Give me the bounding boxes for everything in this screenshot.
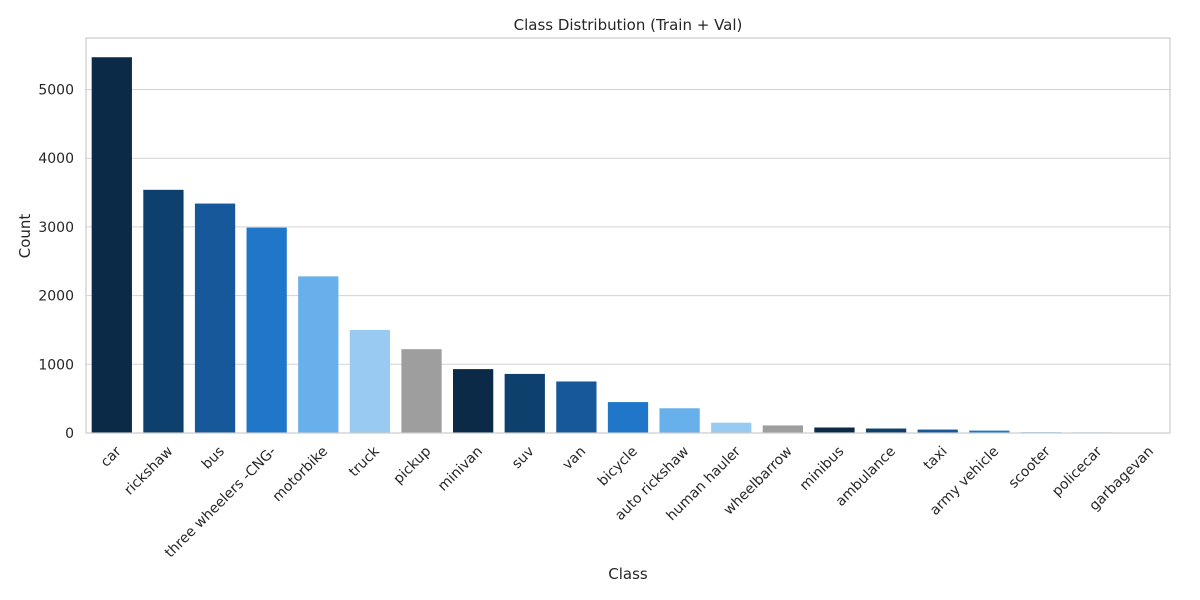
bar-wheelbarrow — [762, 425, 803, 433]
bar-ambulance — [865, 428, 907, 433]
bar-taxi — [917, 429, 958, 433]
bar-pickup — [401, 349, 442, 433]
bar-auto-rickshaw — [659, 408, 700, 433]
x-tick-label: taxi — [921, 444, 951, 474]
x-tick-label: bus — [199, 444, 228, 473]
bar-suv — [504, 373, 545, 433]
y-tick-label: 3000 — [38, 220, 74, 236]
bar-car — [91, 57, 132, 434]
x-tick-label: rickshaw — [121, 444, 176, 499]
bar-three-wheelers-cng — [246, 227, 287, 433]
bar-army-vehicle — [969, 430, 1010, 433]
y-tick-label: 2000 — [38, 289, 74, 305]
bar-van — [556, 381, 597, 433]
bars — [91, 57, 1165, 434]
bar-minibus — [814, 427, 855, 433]
x-tick-label: minivan — [435, 444, 486, 495]
x-tick-label: van — [560, 444, 590, 474]
bar-truck — [349, 329, 391, 433]
x-tick-label: truck — [346, 443, 383, 480]
y-tick-labels: 0 1000 2000 3000 4000 5000 — [38, 83, 74, 442]
x-tick-label: pickup — [391, 443, 435, 487]
y-axis-title: Count — [16, 214, 34, 259]
bar-motorbike — [298, 276, 339, 433]
y-tick-label: 1000 — [38, 357, 74, 373]
y-tick-label: 0 — [65, 426, 74, 442]
x-tick-label: suv — [509, 444, 538, 473]
x-axis-title: Class — [608, 565, 648, 583]
bar-bus — [194, 203, 236, 433]
x-tick-label: car — [98, 443, 125, 470]
bar-bicycle — [607, 402, 649, 433]
y-tick-label: 5000 — [38, 83, 74, 99]
bar-human-hauler — [711, 422, 752, 433]
bar-rickshaw — [143, 189, 184, 433]
bar-minivan — [453, 369, 494, 433]
x-tick-label: scooter — [1006, 443, 1054, 491]
x-tick-label: motorbike — [270, 444, 332, 506]
x-tick-label: minibus — [797, 444, 847, 494]
chart-title: Class Distribution (Train + Val) — [514, 16, 743, 34]
x-tick-label: bicycle — [595, 444, 641, 490]
plot-frame — [85, 37, 1171, 434]
y-tick-label: 4000 — [38, 151, 74, 167]
